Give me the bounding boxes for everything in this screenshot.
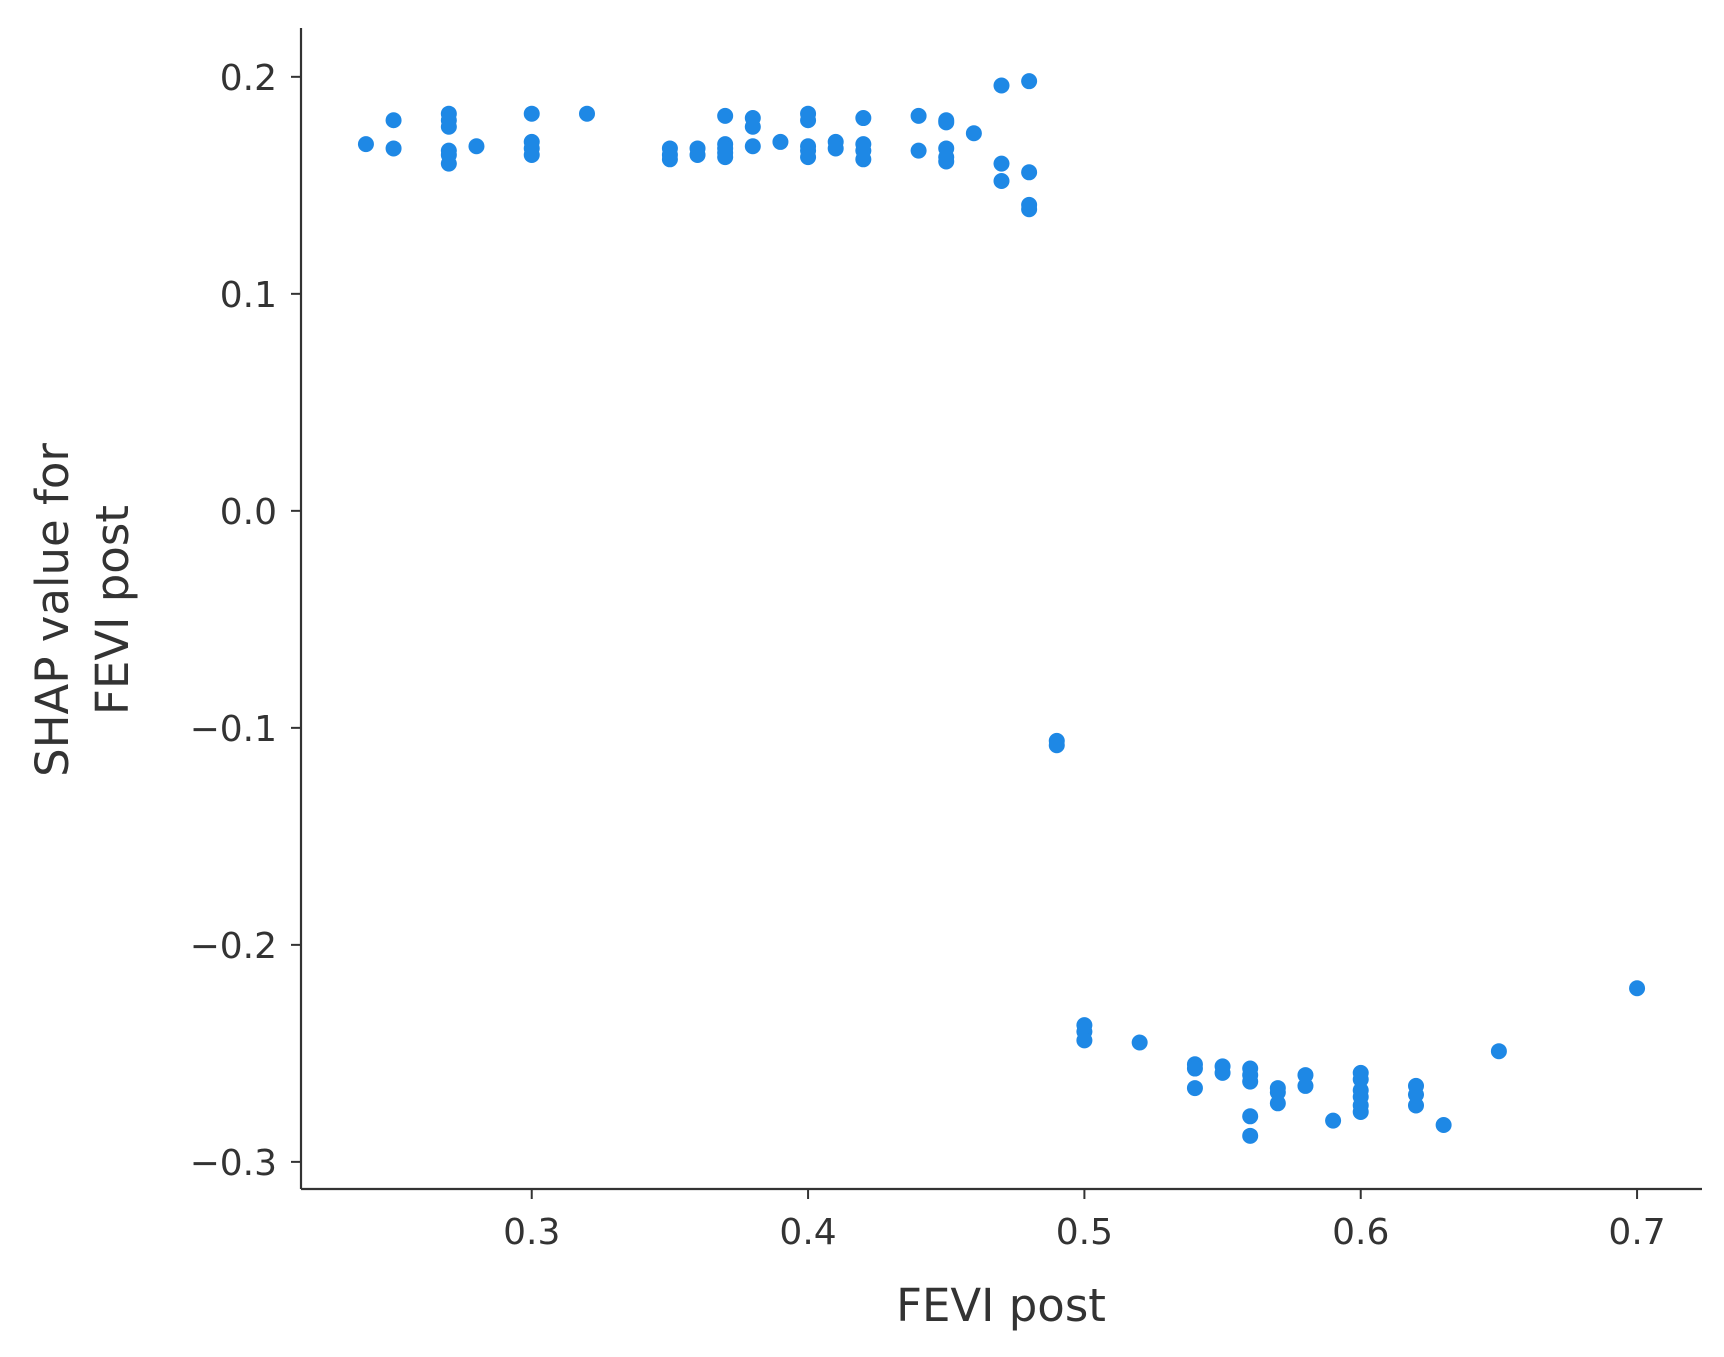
data-point xyxy=(1407,1097,1424,1114)
axis-labels: FEVI post SHAP value for FEVI post xyxy=(26,443,1106,1332)
data-point xyxy=(965,125,982,142)
data-point xyxy=(1131,1034,1148,1051)
data-point xyxy=(744,138,761,155)
data-point xyxy=(1021,164,1038,181)
axes: 0.3 0.4 0.5 0.6 0.7 0.2 0.1 0.0 −0.1 −0.2 −0.3 xyxy=(190,28,1702,1253)
y-tick-label: −0.1 xyxy=(190,709,277,750)
data-point xyxy=(744,118,761,135)
x-axis-title: FEVI post xyxy=(896,1279,1106,1332)
data-point xyxy=(1214,1064,1231,1081)
data-point xyxy=(468,138,485,155)
data-point xyxy=(1269,1095,1286,1112)
data-point xyxy=(1629,980,1646,997)
y-axis-title-line-2: FEVI post xyxy=(86,505,139,715)
y-tick-label: 0.1 xyxy=(220,275,277,316)
data-points xyxy=(357,73,1646,1144)
y-tick-label: −0.2 xyxy=(190,926,277,967)
data-point xyxy=(523,105,540,122)
data-point xyxy=(1076,1032,1093,1049)
data-point xyxy=(1352,1103,1369,1120)
data-point xyxy=(800,112,817,129)
x-tick-label: 0.3 xyxy=(503,1212,560,1253)
data-point xyxy=(1048,737,1065,754)
data-point xyxy=(440,118,457,135)
data-point xyxy=(661,151,678,168)
data-point xyxy=(910,107,927,124)
y-tick-label: 0.2 xyxy=(220,58,277,99)
x-tick-label: 0.7 xyxy=(1608,1212,1665,1253)
data-point xyxy=(1297,1077,1314,1094)
data-point xyxy=(440,155,457,172)
data-point xyxy=(827,140,844,157)
data-point xyxy=(1325,1112,1342,1129)
data-point xyxy=(800,149,817,166)
x-tick-label: 0.5 xyxy=(1056,1212,1113,1253)
data-point xyxy=(1186,1080,1203,1097)
data-point xyxy=(1490,1043,1507,1060)
data-point xyxy=(1021,201,1038,218)
y-tick-label: −0.3 xyxy=(190,1143,277,1184)
data-point xyxy=(938,153,955,170)
data-point xyxy=(910,142,927,159)
data-point xyxy=(717,149,734,166)
data-point xyxy=(357,136,374,153)
data-point xyxy=(938,114,955,131)
y-axis-title-line-1: SHAP value for xyxy=(26,443,79,777)
data-point xyxy=(385,112,402,129)
data-point xyxy=(772,133,789,150)
data-point xyxy=(385,140,402,157)
data-point xyxy=(993,155,1010,172)
data-point xyxy=(993,77,1010,94)
x-tick-label: 0.4 xyxy=(779,1212,836,1253)
data-point xyxy=(579,105,596,122)
data-point xyxy=(855,110,872,127)
data-point xyxy=(523,146,540,163)
data-point xyxy=(689,146,706,163)
data-point xyxy=(717,107,734,124)
data-point xyxy=(1021,73,1038,90)
data-point xyxy=(1186,1060,1203,1077)
x-tick-label: 0.6 xyxy=(1332,1212,1389,1253)
data-point xyxy=(1242,1073,1259,1090)
data-point xyxy=(1242,1127,1259,1144)
data-point xyxy=(993,172,1010,189)
y-tick-label: 0.0 xyxy=(220,492,277,533)
data-point xyxy=(1242,1108,1259,1125)
data-point xyxy=(855,151,872,168)
data-point xyxy=(1435,1116,1452,1133)
